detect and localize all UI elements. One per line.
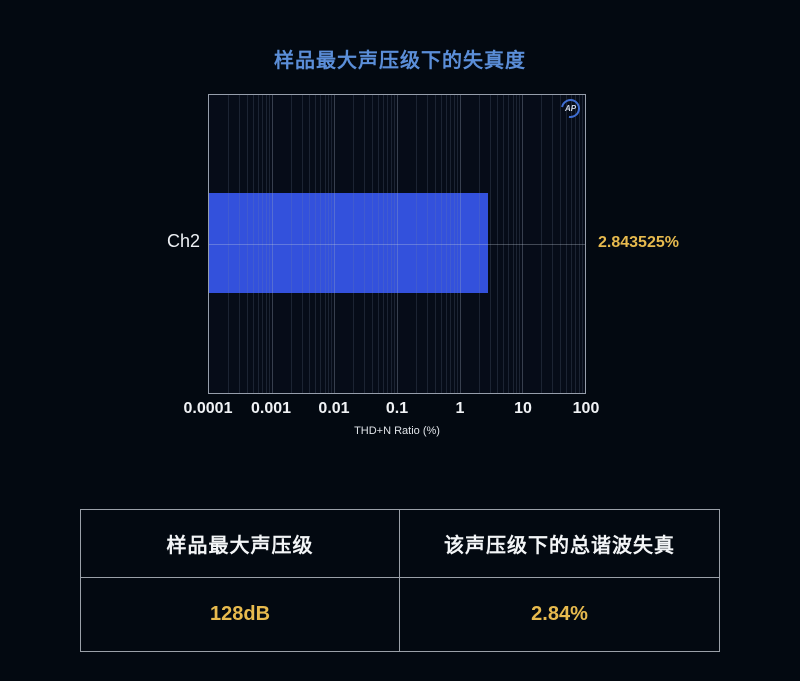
x-tick-label: 0.001	[250, 400, 292, 417]
x-tick-label: 0.1	[385, 400, 409, 417]
table-value-spl: 128dB	[81, 578, 400, 651]
ap-logo-text: AP	[564, 104, 577, 113]
category-centerline	[209, 244, 585, 245]
table-header-spl: 样品最大声压级	[81, 510, 400, 578]
x-tick-row: 0.0001 0.001 0.01 0.1 1 10 100	[184, 400, 600, 420]
x-tick-label: 100	[572, 400, 600, 417]
x-tick-label: 1	[455, 400, 465, 417]
bar-value-label: 2.843525%	[598, 234, 679, 251]
page-title: 样品最大声压级下的失真度	[274, 50, 526, 72]
ap-logo-icon: AP	[557, 95, 584, 122]
x-tick-label: 0.01	[318, 400, 350, 417]
summary-table: 样品最大声压级 该声压级下的总谐波失真 128dB 2.84%	[80, 509, 720, 652]
plot-area: AP	[208, 94, 586, 394]
table-value-thd: 2.84%	[531, 603, 588, 625]
table-header-thd: 该声压级下的总谐波失真	[400, 510, 719, 578]
x-axis-title: THD+N Ratio (%)	[354, 425, 440, 437]
thd-bar	[209, 193, 489, 293]
x-tick-label: 0.0001	[183, 400, 233, 417]
x-tick-label: 10	[514, 400, 532, 417]
y-category-label: Ch2	[166, 231, 200, 251]
